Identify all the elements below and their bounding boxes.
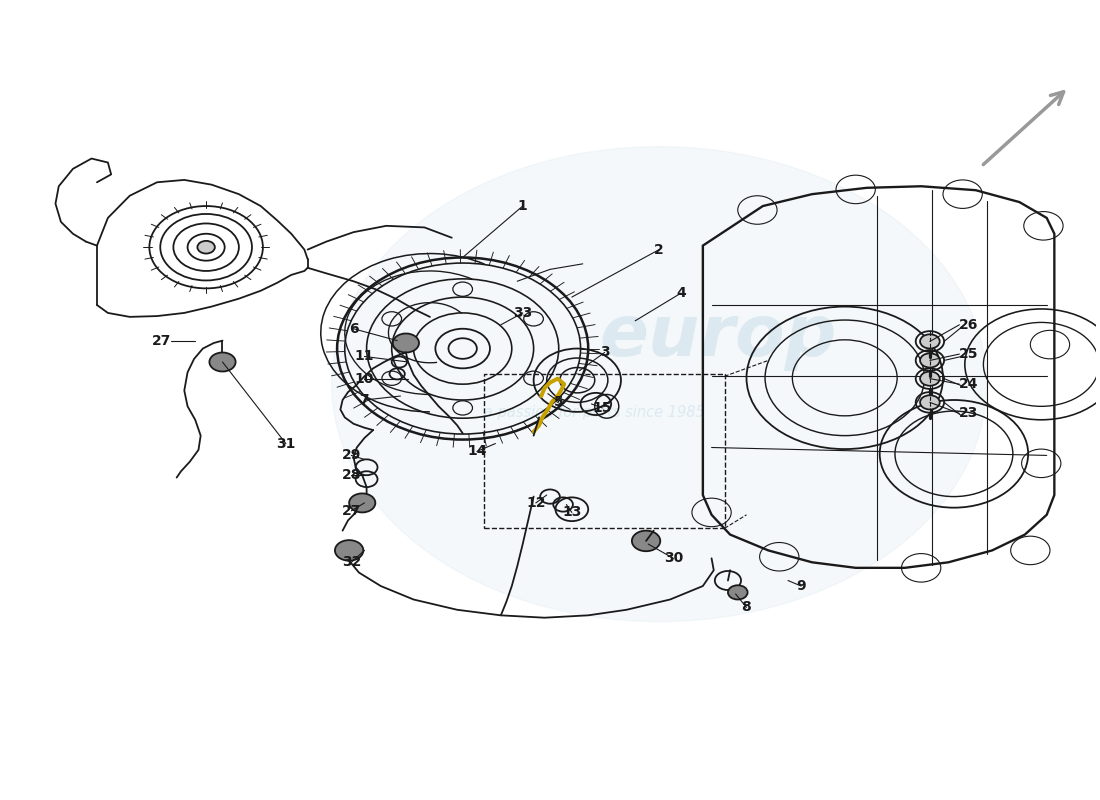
Text: 31: 31 xyxy=(276,437,296,450)
Text: 25: 25 xyxy=(959,347,979,361)
Text: 32: 32 xyxy=(342,555,361,570)
Text: europ: europ xyxy=(600,302,836,371)
Text: 10: 10 xyxy=(354,372,374,386)
Circle shape xyxy=(728,586,748,599)
Circle shape xyxy=(920,334,939,349)
Circle shape xyxy=(332,146,987,622)
Text: 3: 3 xyxy=(600,346,609,359)
Text: 27: 27 xyxy=(152,334,172,348)
Text: 4: 4 xyxy=(676,286,686,300)
Text: 6: 6 xyxy=(349,322,359,336)
Bar xyxy=(484,374,725,528)
Circle shape xyxy=(209,353,235,371)
Text: 12: 12 xyxy=(526,496,546,510)
Text: 8: 8 xyxy=(741,601,751,614)
Text: 29: 29 xyxy=(342,449,361,462)
Circle shape xyxy=(393,334,419,353)
Circle shape xyxy=(920,354,939,367)
Circle shape xyxy=(920,395,939,410)
Text: 14: 14 xyxy=(468,445,486,458)
Text: 26: 26 xyxy=(959,318,979,332)
Circle shape xyxy=(334,540,363,561)
Text: 2: 2 xyxy=(654,242,664,257)
Text: 5: 5 xyxy=(554,394,563,409)
Text: 9: 9 xyxy=(796,579,806,593)
Text: 27: 27 xyxy=(342,504,361,518)
Circle shape xyxy=(197,241,215,254)
Text: 1: 1 xyxy=(518,199,528,213)
Text: 33: 33 xyxy=(513,306,532,320)
Text: 13: 13 xyxy=(562,506,582,519)
Circle shape xyxy=(920,371,939,386)
Text: 15: 15 xyxy=(593,401,612,415)
Text: 24: 24 xyxy=(959,377,979,391)
Text: 11: 11 xyxy=(354,350,374,363)
Text: 7: 7 xyxy=(360,393,370,407)
Text: 23: 23 xyxy=(959,406,979,421)
Circle shape xyxy=(349,494,375,513)
Text: 30: 30 xyxy=(663,551,683,566)
Text: a passion for parts since 1985: a passion for parts since 1985 xyxy=(484,406,705,421)
Circle shape xyxy=(631,530,660,551)
Text: 28: 28 xyxy=(342,468,361,482)
